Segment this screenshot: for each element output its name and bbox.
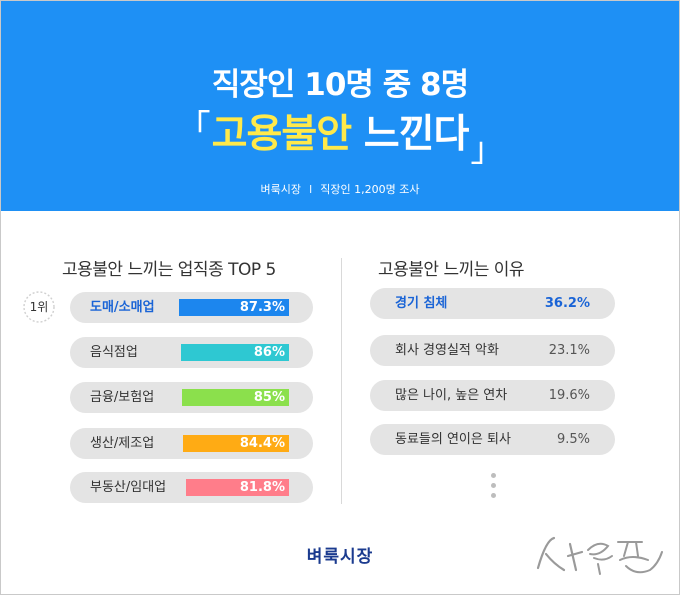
header-banner: 직장인 10명 중 8명 「고용불안 느낀다」 벼룩시장 I 직장인 1,200명 … <box>1 1 679 211</box>
watermark-signature <box>536 536 663 575</box>
column-divider <box>341 258 342 504</box>
more-dot <box>491 473 496 478</box>
industry-bar: 87.3% <box>179 299 289 316</box>
industry-label: 금융/보험업 <box>90 390 155 405</box>
industry-row: 금융/보험업 85% <box>70 382 313 413</box>
industry-bar: 84.4% <box>182 435 289 452</box>
industry-value-label: 84.4% <box>239 436 285 451</box>
reason-value-label: 19.6% <box>548 388 590 403</box>
survey-source: 벼룩시장 <box>260 183 301 196</box>
survey-sample: 직장인 1,200명 조사 <box>320 183 420 196</box>
industry-bar: 85% <box>181 389 289 406</box>
reason-value-label: 36.2% <box>544 296 590 311</box>
industry-row: 부동산/임대업 81.8% <box>70 472 313 503</box>
industry-label: 음식점업 <box>90 345 138 360</box>
industry-value-label: 86% <box>253 345 285 360</box>
industry-bar: 86% <box>180 344 289 361</box>
rank-badge-label: 1위 <box>29 300 49 314</box>
industry-bar: 81.8% <box>185 479 289 496</box>
industry-row: 도매/소매업 87.3% <box>70 292 313 323</box>
industry-value-label: 87.3% <box>239 300 285 315</box>
more-dot <box>491 493 496 498</box>
reason-value-label: 23.1% <box>548 343 590 358</box>
headline-emphasis: 고용불안 <box>211 112 353 157</box>
headline-rest: 느낀다 <box>363 112 470 157</box>
industry-label: 부동산/임대업 <box>90 480 167 495</box>
reason-row: 동료들의 연이은 퇴사 9.5% <box>370 424 615 455</box>
headline-line1: 직장인 10명 중 8명 <box>211 67 469 103</box>
reason-value-label: 9.5% <box>556 432 590 447</box>
more-dot <box>491 483 496 488</box>
reason-label: 많은 나이, 높은 연차 <box>395 388 508 403</box>
right-section-title: 고용불안 느끼는 이유 <box>378 260 525 280</box>
reason-row: 회사 경영실적 악화 23.1% <box>370 335 615 366</box>
subtitle-separator: I <box>309 183 313 196</box>
industry-label: 도매/소매업 <box>90 300 155 315</box>
footer-logo: 벼룩시장 <box>306 547 374 567</box>
survey-subtitle: 벼룩시장 I 직장인 1,200명 조사 <box>1 181 679 197</box>
reason-row: 많은 나이, 높은 연차 19.6% <box>370 380 615 411</box>
industry-row: 음식점업 86% <box>70 337 313 368</box>
reason-row: 경기 침체 36.2% <box>370 288 615 319</box>
bracket-close: 」 <box>470 130 504 170</box>
left-section-title: 고용불안 느끼는 업직종 TOP 5 <box>62 260 276 280</box>
reason-label: 경기 침체 <box>395 296 448 311</box>
industry-value-label: 81.8% <box>239 480 285 495</box>
reason-label: 회사 경영실적 악화 <box>395 343 499 358</box>
rank-laurel-icon <box>23 291 55 323</box>
industry-value-label: 85% <box>253 390 285 405</box>
industry-label: 생산/제조업 <box>90 436 155 451</box>
industry-row: 생산/제조업 84.4% <box>70 428 313 459</box>
reason-label: 동료들의 연이은 퇴사 <box>395 432 511 447</box>
rank-badge: 1위 <box>20 288 58 326</box>
bracket-open: 「 <box>176 108 211 148</box>
headline-line2: 「고용불안 느낀다」 <box>1 103 679 170</box>
